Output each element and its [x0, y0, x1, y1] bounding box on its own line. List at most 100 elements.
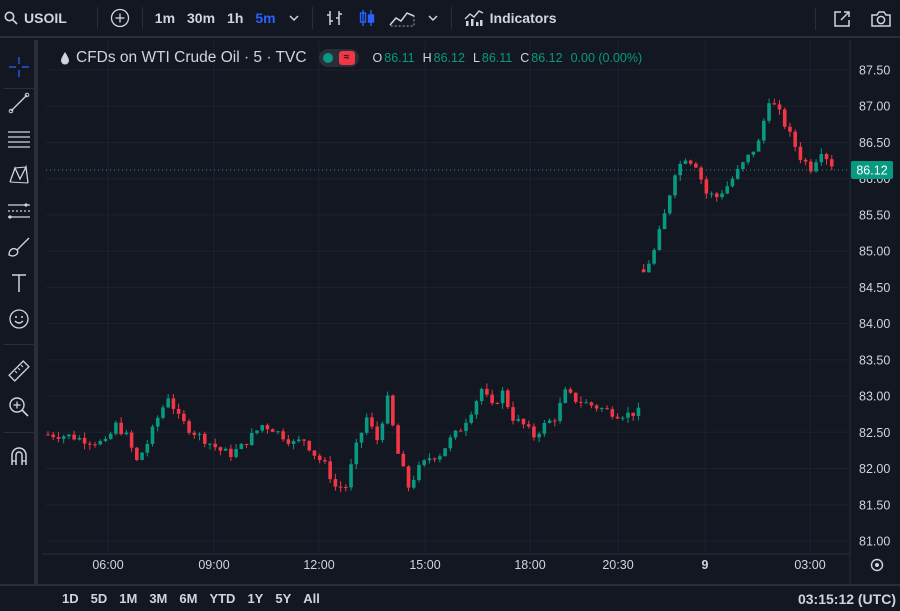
candle-body: [448, 437, 453, 449]
candle-body: [652, 250, 656, 264]
time-tick-label: 9: [702, 558, 709, 572]
candle-body: [641, 269, 646, 273]
drop-icon: [61, 52, 69, 65]
interval-5m[interactable]: 5m: [255, 10, 276, 26]
magnet-tool[interactable]: [4, 442, 34, 472]
candle-body: [610, 409, 615, 417]
range-1d[interactable]: 1D: [62, 591, 79, 606]
fullscreen-button[interactable]: [822, 0, 862, 38]
range-ytd[interactable]: YTD: [209, 591, 236, 606]
brush-tool[interactable]: [4, 232, 34, 262]
candle-body: [458, 430, 463, 432]
candle-body: [270, 429, 275, 432]
indicators-label: Indicators: [489, 10, 557, 26]
candle-body: [161, 407, 165, 418]
low-value: 86.11: [481, 51, 513, 65]
close-value: 86.12: [531, 51, 563, 65]
interval-30m[interactable]: 30m: [187, 10, 216, 26]
candle-body: [61, 436, 66, 439]
range-6m[interactable]: 6M: [179, 591, 198, 606]
emoji-tool[interactable]: [4, 304, 34, 334]
candle-body: [438, 456, 442, 460]
range-1y[interactable]: 1Y: [247, 591, 264, 606]
candle-body: [474, 401, 479, 415]
horizontal-lines-icon: [8, 131, 30, 148]
candle-body: [803, 159, 808, 162]
area-style-button[interactable]: [383, 0, 421, 37]
utc-clock[interactable]: 03:15:12 (UTC): [797, 591, 896, 607]
candle-body: [291, 441, 296, 444]
range-all[interactable]: All: [303, 591, 320, 606]
screenshot-button[interactable]: [862, 0, 900, 38]
candle-body: [615, 416, 620, 419]
candle-body: [234, 449, 238, 458]
candle-body: [103, 438, 108, 441]
candle-body: [772, 103, 777, 105]
candle-body: [798, 146, 803, 160]
candle-body: [636, 407, 641, 416]
interval-1h[interactable]: 1h: [227, 10, 244, 26]
interval-1m[interactable]: 1m: [154, 10, 176, 26]
candle-body: [307, 440, 312, 451]
price-tick-label: 82.50: [859, 426, 890, 440]
candle-body: [67, 434, 71, 437]
candle-body: [302, 439, 306, 441]
candle-body: [579, 401, 583, 403]
candle-body: [297, 439, 301, 442]
drawing-toolbar: [0, 40, 38, 584]
area-chart-icon: [389, 12, 415, 27]
chart-pane[interactable]: 87.50 87.00 86.50 86.00 85.50 85.00 84.50 84.00…: [42, 40, 900, 584]
indicators-icon: [464, 10, 483, 26]
candle-body: [678, 163, 683, 176]
candle-body: [829, 159, 834, 167]
candle-body: [150, 426, 155, 444]
divider: [311, 7, 313, 29]
candle-body: [260, 425, 265, 431]
indicators-button[interactable]: Indicators: [458, 0, 563, 37]
compare-add-button[interactable]: [104, 0, 136, 37]
interval-dropdown[interactable]: [282, 0, 306, 37]
bar-chart-style-button[interactable]: [319, 0, 351, 37]
time-tick-label: 20:30: [602, 558, 633, 572]
candles-style-button[interactable]: [351, 0, 383, 37]
candle-body: [542, 422, 547, 434]
candle-body: [788, 126, 792, 132]
candle-body: [720, 193, 724, 198]
candle-body: [500, 390, 505, 404]
candle-body: [354, 442, 359, 465]
range-3m[interactable]: 3M: [149, 591, 168, 606]
zoom-in-tool[interactable]: [4, 392, 34, 422]
candle-body: [249, 433, 254, 446]
range-5d[interactable]: 5D: [90, 591, 108, 606]
chart-type-dropdown[interactable]: [421, 0, 445, 37]
candle-body: [370, 417, 374, 427]
range-1m[interactable]: 1M: [119, 591, 138, 606]
fib-tool[interactable]: [4, 124, 34, 154]
close-label: C: [520, 51, 530, 65]
text-tool[interactable]: [4, 268, 34, 298]
camera-icon: [871, 11, 891, 27]
measure-tool[interactable]: [4, 356, 34, 386]
trend-line-tool[interactable]: [4, 88, 34, 118]
crosshair-tool[interactable]: [4, 52, 34, 82]
pattern-tool[interactable]: [4, 160, 34, 190]
symbol-search[interactable]: USOIL: [0, 0, 73, 37]
time-tick-label: 18:00: [514, 558, 545, 572]
market-status-toggle[interactable]: ≈: [318, 49, 359, 67]
candle-body: [746, 154, 750, 163]
candle-body: [229, 448, 233, 458]
candles-icon: [359, 10, 374, 26]
symbol-label: USOIL: [24, 10, 67, 26]
candle-body: [114, 422, 118, 434]
candle-body: [464, 422, 468, 432]
candle-body: [521, 418, 526, 425]
candle-body: [453, 430, 458, 438]
candle-body: [124, 432, 129, 435]
candle-body: [516, 418, 521, 421]
range-5y[interactable]: 5Y: [275, 591, 292, 606]
trend-line-icon: [8, 92, 30, 114]
series-title[interactable]: CFDs on WTI Crude Oil · 5 · TVC: [76, 49, 307, 66]
candle-body: [208, 443, 212, 445]
prediction-tool[interactable]: [4, 196, 34, 226]
price-chart[interactable]: 87.5087.0086.5086.0085.5085.0084.5084.00…: [42, 40, 900, 584]
